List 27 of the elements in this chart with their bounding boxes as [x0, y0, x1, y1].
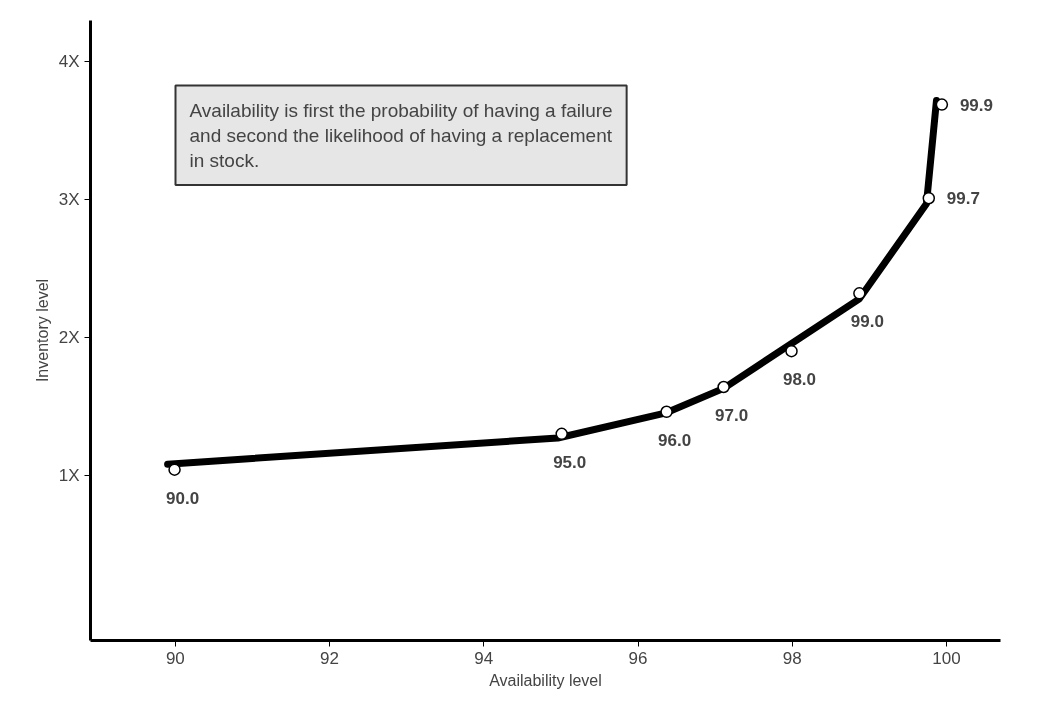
- x-tick-label: 90: [165, 648, 185, 668]
- y-tick-label: 3X: [58, 190, 80, 210]
- annotation: Availability is first the probability of having a failure and second the likelihood of having a replacement in stock.: [189, 99, 613, 171]
- x-tick-label: 92: [320, 648, 340, 668]
- annotation: 97.0: [715, 405, 749, 425]
- point: [555, 427, 568, 441]
- x-axis-title: Availability level: [489, 671, 602, 689]
- point: [935, 98, 949, 111]
- y-axis-title: Inventory level: [33, 278, 51, 383]
- x-tick-label: 98: [782, 648, 802, 668]
- annotation: 98.0: [782, 370, 817, 390]
- point: [922, 191, 936, 205]
- y-tick-label: 2X: [58, 327, 80, 347]
- x-tick-label: 100: [932, 648, 961, 668]
- annotation: 90.0: [166, 488, 200, 508]
- annotation: 95.0: [553, 452, 587, 472]
- y-tick-label: 1X: [58, 465, 80, 485]
- annotation: 99.9: [959, 95, 993, 115]
- point: [785, 344, 798, 358]
- annotation: 99.0: [850, 312, 884, 332]
- x-tick-label: 96: [628, 648, 648, 668]
- y-tick-label: 4X: [58, 52, 80, 72]
- point: [660, 405, 673, 419]
- point: [717, 380, 730, 394]
- x-tick-label: 94: [474, 648, 494, 668]
- annotation: 96.0: [658, 430, 692, 450]
- annotation: 99.7: [946, 189, 980, 209]
